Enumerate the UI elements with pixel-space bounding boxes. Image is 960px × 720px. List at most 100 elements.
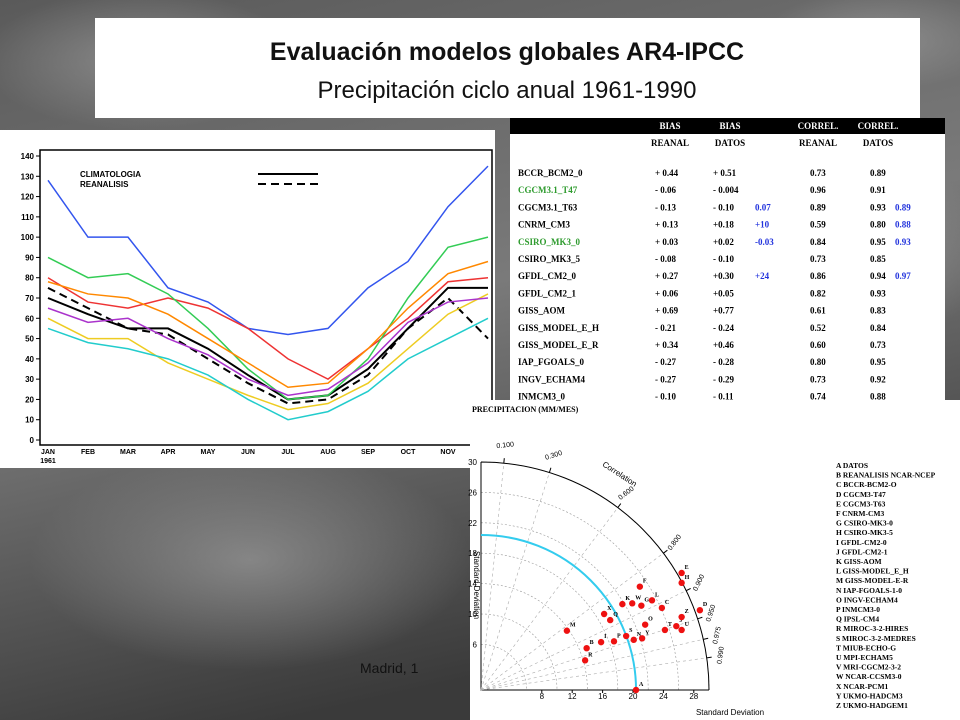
table-header: REANAL <box>799 138 837 148</box>
model-point <box>678 579 685 587</box>
correlation-ray <box>480 507 619 691</box>
table-cell: +10 <box>755 220 770 230</box>
taylor-legend-item: X NCAR-PCM1 <box>836 682 889 691</box>
correlation-tick <box>706 656 712 659</box>
point-label: J <box>679 618 682 624</box>
table-cell: +24 <box>755 271 770 281</box>
table-cell: 0.73 <box>810 374 826 384</box>
table-cell: 0.80 <box>870 220 886 230</box>
taylor-legend-item: G CSIRO-MK3-0 <box>836 519 893 528</box>
table-cell: - 0.11 <box>713 392 734 402</box>
table-cell: GISS_MODEL_E_H <box>518 323 599 333</box>
series-line <box>47 165 489 336</box>
std-arc <box>480 522 649 691</box>
table-cell: IAP_FGOALS_0 <box>518 357 585 367</box>
model-point <box>581 657 589 664</box>
correlation-label: 0.990 <box>716 646 725 664</box>
y-tick-label: 18 <box>468 549 477 558</box>
taylor-legend-item: P INMCM3-0 <box>836 605 880 614</box>
point-label: L <box>655 592 659 598</box>
series-line <box>47 260 489 389</box>
table-cell: - 0.28 <box>713 357 734 367</box>
point-label: T <box>668 622 672 628</box>
y-tick-label: 50 <box>25 335 34 344</box>
table-cell: CGCM3.1_T63 <box>518 202 578 212</box>
point-label: W <box>635 595 641 601</box>
taylor-title: PRECIPITACION (MM/MES) <box>472 405 579 414</box>
table-cell: + 0.03 <box>655 237 679 247</box>
table-cell: CSIRO_MK3_5 <box>518 254 581 264</box>
table-cell: 0.95 <box>870 237 886 247</box>
point-label: N <box>637 632 642 638</box>
x-tick-label: JUN <box>241 449 255 456</box>
std-arc <box>480 583 588 691</box>
y-tick-label: 6 <box>473 640 478 649</box>
y-tick-label: 110 <box>21 213 34 222</box>
x-tick-label: 12 <box>568 692 577 701</box>
point-label: I <box>604 634 607 640</box>
point-label: F <box>643 579 647 585</box>
x-tick-label: APR <box>161 449 176 456</box>
table-cell: 0.73 <box>870 340 886 350</box>
reference-arc <box>480 533 638 691</box>
y-tick-label: 120 <box>21 193 35 202</box>
model-point <box>678 569 685 577</box>
table-cell: GFDL_CM2_0 <box>518 271 576 281</box>
series-line <box>47 297 489 397</box>
point-label: R <box>588 652 593 658</box>
table-header: BIAS <box>659 121 680 131</box>
model-point <box>661 626 669 634</box>
table-cell: INMCM3_0 <box>518 392 565 402</box>
y-tick-label: 90 <box>25 253 34 262</box>
table-cell: + 0.51 <box>713 168 737 178</box>
model-point <box>638 602 645 609</box>
table-cell: + 0.44 <box>655 168 679 178</box>
x-tick-label: 8 <box>540 692 545 701</box>
taylor-legend-item: W NCAR-CCSM3-0 <box>836 672 902 681</box>
x-tick-label: JUL <box>281 449 295 456</box>
table-cell: 0.89 <box>895 202 911 212</box>
x-tick-label: 24 <box>659 692 668 701</box>
table-cell: 0.60 <box>810 340 826 350</box>
point-label: Y <box>645 630 650 636</box>
correlation-label: 0.975 <box>712 626 723 645</box>
y-tick-label: 70 <box>25 294 34 303</box>
taylor-legend-item: C BCCR-BCM2-O <box>836 480 897 489</box>
correlation-tick <box>663 549 668 554</box>
model-point <box>673 622 680 630</box>
taylor-legend-item: R MIROC-3-2-HIRES <box>836 624 908 633</box>
model-point <box>629 600 636 607</box>
table-cell: +0.77 <box>713 306 734 316</box>
taylor-legend-item: F CNRM-CM3 <box>836 509 884 518</box>
table-cell: 0.52 <box>810 323 826 333</box>
correlation-tick <box>617 503 622 508</box>
table-cell: 0.80 <box>810 357 826 367</box>
table-cell: + 0.06 <box>655 288 679 298</box>
table-cell: +0.02 <box>713 237 734 247</box>
point-label: G <box>644 598 649 604</box>
table-cell: - 0.27 <box>655 374 676 384</box>
table-cell: +0.18 <box>713 220 734 230</box>
table-cell: + 0.34 <box>655 340 679 350</box>
y-tick-label: 60 <box>25 314 34 323</box>
taylor-legend-item: L GISS-MODEL_E_H <box>836 567 909 576</box>
table-cell: - 0.29 <box>713 374 734 384</box>
x-tick-label: MAY <box>201 449 216 456</box>
taylor-legend-item: E CGCM3-T63 <box>836 499 886 508</box>
model-point <box>632 686 640 694</box>
model-point <box>678 626 685 634</box>
slide-title: Evaluación modelos globales AR4-IPCC <box>270 38 744 66</box>
table-cell: 0.92 <box>870 374 886 384</box>
table-cell: - 0.10 <box>655 392 676 402</box>
table-cell: 0.73 <box>810 168 826 178</box>
correlation-ray <box>480 590 687 691</box>
point-label: B <box>590 640 594 646</box>
table-cell: - 0.10 <box>713 254 734 264</box>
x-tick-label: 16 <box>598 692 607 701</box>
table-cell: - 0.06 <box>655 185 676 195</box>
correlation-ray <box>480 552 664 691</box>
table-cell: +0.05 <box>713 288 734 298</box>
table-cell: 0.93 <box>870 288 886 298</box>
